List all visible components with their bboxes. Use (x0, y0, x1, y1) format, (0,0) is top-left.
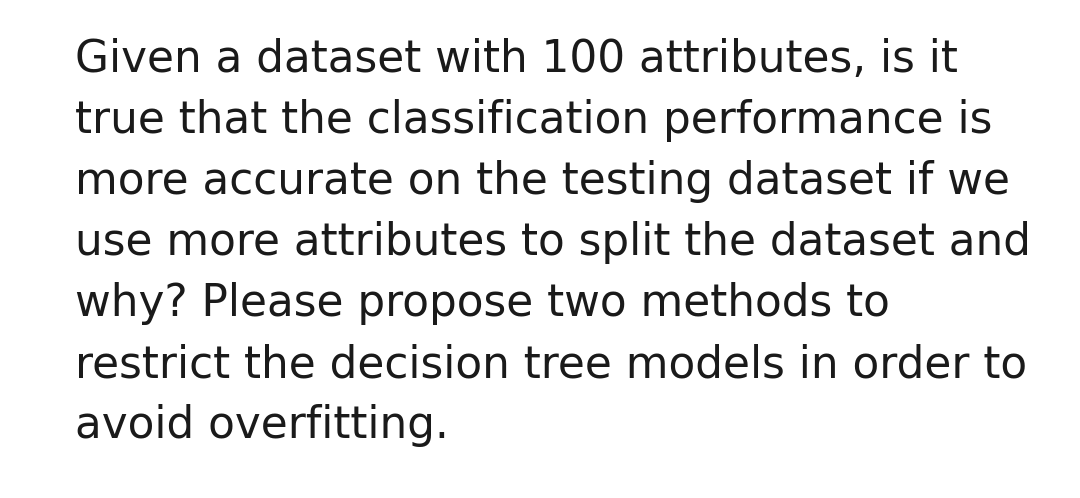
Text: more accurate on the testing dataset if we: more accurate on the testing dataset if … (75, 160, 1010, 203)
Text: use more attributes to split the dataset and: use more attributes to split the dataset… (75, 221, 1031, 264)
Text: why? Please propose two methods to: why? Please propose two methods to (75, 282, 890, 325)
Text: true that the classification performance is: true that the classification performance… (75, 99, 993, 142)
Text: restrict the decision tree models in order to: restrict the decision tree models in ord… (75, 343, 1027, 386)
Text: Given a dataset with 100 attributes, is it: Given a dataset with 100 attributes, is … (75, 38, 958, 81)
Text: avoid overfitting.: avoid overfitting. (75, 404, 449, 447)
